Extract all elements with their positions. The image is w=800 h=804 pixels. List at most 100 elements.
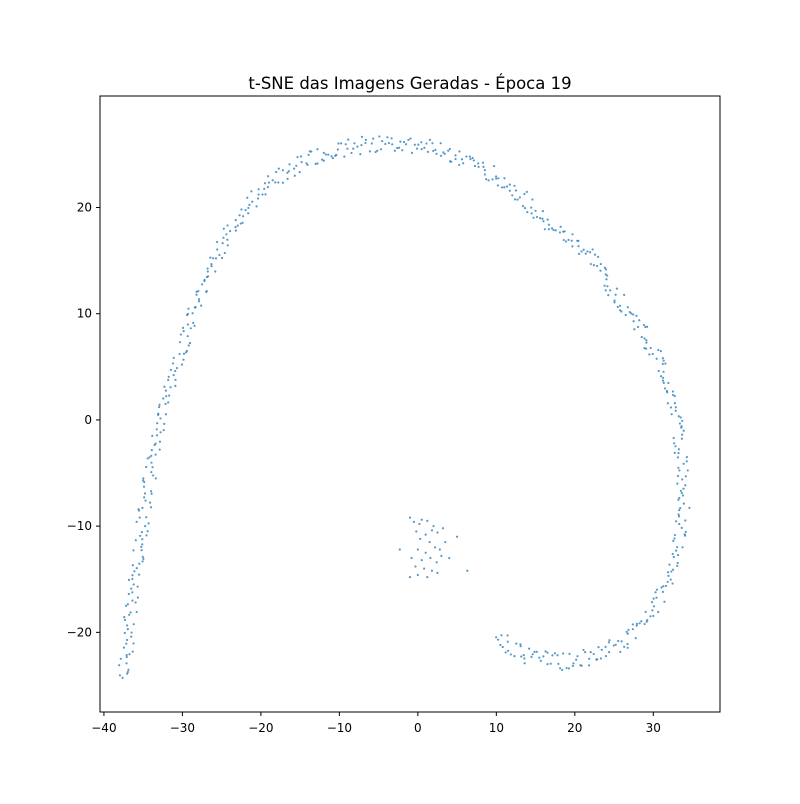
- data-point: [591, 248, 594, 251]
- data-point: [222, 227, 225, 230]
- data-point: [646, 325, 649, 328]
- data-point: [399, 140, 402, 143]
- data-point: [402, 140, 406, 144]
- data-point: [531, 653, 534, 656]
- data-point: [136, 585, 139, 588]
- data-point: [154, 442, 157, 445]
- data-point: [306, 163, 309, 166]
- data-point: [135, 610, 138, 614]
- data-point: [150, 461, 153, 464]
- data-point: [167, 378, 170, 382]
- y-tick-label: −20: [67, 625, 92, 639]
- data-point: [501, 645, 504, 649]
- data-point: [391, 143, 394, 146]
- data-point: [643, 347, 646, 350]
- data-point: [429, 556, 432, 560]
- data-point: [664, 362, 667, 365]
- data-point: [599, 262, 602, 266]
- data-point: [546, 218, 549, 221]
- data-point: [154, 477, 157, 480]
- data-point: [547, 228, 551, 231]
- data-point: [195, 293, 198, 296]
- data-point: [589, 251, 592, 254]
- data-point: [415, 147, 419, 150]
- data-point: [236, 224, 239, 227]
- data-point: [186, 335, 189, 338]
- data-point: [511, 194, 514, 197]
- data-point: [185, 349, 189, 353]
- data-point: [157, 405, 161, 409]
- data-point: [144, 525, 147, 528]
- data-point: [495, 177, 498, 180]
- data-point: [288, 163, 291, 166]
- data-point: [234, 229, 238, 232]
- data-point: [523, 657, 526, 660]
- data-point: [178, 341, 182, 344]
- data-point: [155, 434, 159, 437]
- data-point: [438, 548, 441, 551]
- data-point: [520, 655, 523, 658]
- data-point: [150, 471, 153, 474]
- data-point: [564, 240, 568, 243]
- data-point: [226, 238, 229, 241]
- data-point: [393, 149, 396, 152]
- data-point: [567, 238, 570, 241]
- data-point: [356, 145, 359, 148]
- data-point: [571, 233, 574, 236]
- data-point: [650, 601, 654, 604]
- data-point: [336, 148, 339, 151]
- data-point: [448, 556, 451, 560]
- data-point: [644, 610, 647, 613]
- data-point: [158, 448, 161, 451]
- data-point: [147, 522, 150, 525]
- data-point: [200, 304, 203, 307]
- data-point: [420, 141, 423, 144]
- data-point: [206, 267, 209, 270]
- data-point: [234, 225, 237, 229]
- data-point: [141, 560, 144, 563]
- data-point: [434, 148, 437, 151]
- data-point: [645, 620, 648, 623]
- data-point: [678, 469, 681, 472]
- data-point: [592, 264, 596, 267]
- x-axis: −40 −30 −20 −10 0 10 20 30: [91, 712, 661, 735]
- data-point: [450, 160, 453, 163]
- data-point: [550, 227, 554, 230]
- data-point: [657, 610, 660, 614]
- data-point: [248, 203, 251, 206]
- data-point: [409, 137, 412, 140]
- data-point: [646, 618, 649, 622]
- data-point: [676, 553, 680, 557]
- data-point: [684, 530, 687, 533]
- data-point: [140, 531, 144, 534]
- data-point: [187, 344, 190, 347]
- data-point: [154, 453, 157, 456]
- data-point: [408, 576, 412, 579]
- data-point: [162, 397, 165, 400]
- data-point: [180, 363, 184, 366]
- data-point: [599, 269, 602, 272]
- data-point: [608, 651, 611, 654]
- data-point: [296, 155, 299, 159]
- data-point: [568, 652, 571, 655]
- data-point: [619, 650, 622, 653]
- data-point: [293, 174, 296, 177]
- data-point: [558, 231, 562, 234]
- data-point: [145, 516, 148, 519]
- data-point: [562, 238, 565, 242]
- data-point: [655, 588, 659, 591]
- data-point: [150, 449, 153, 452]
- data-point: [123, 618, 127, 621]
- x-tick-label: 20: [567, 721, 582, 735]
- data-point: [631, 623, 634, 626]
- data-point: [485, 178, 488, 181]
- data-point: [634, 637, 637, 640]
- data-point: [672, 436, 675, 440]
- data-point: [683, 534, 687, 537]
- x-tick-label: −20: [248, 721, 273, 735]
- data-point: [436, 531, 439, 534]
- data-point: [194, 305, 197, 309]
- data-point: [139, 534, 142, 537]
- data-point: [337, 142, 340, 145]
- data-point: [549, 662, 552, 665]
